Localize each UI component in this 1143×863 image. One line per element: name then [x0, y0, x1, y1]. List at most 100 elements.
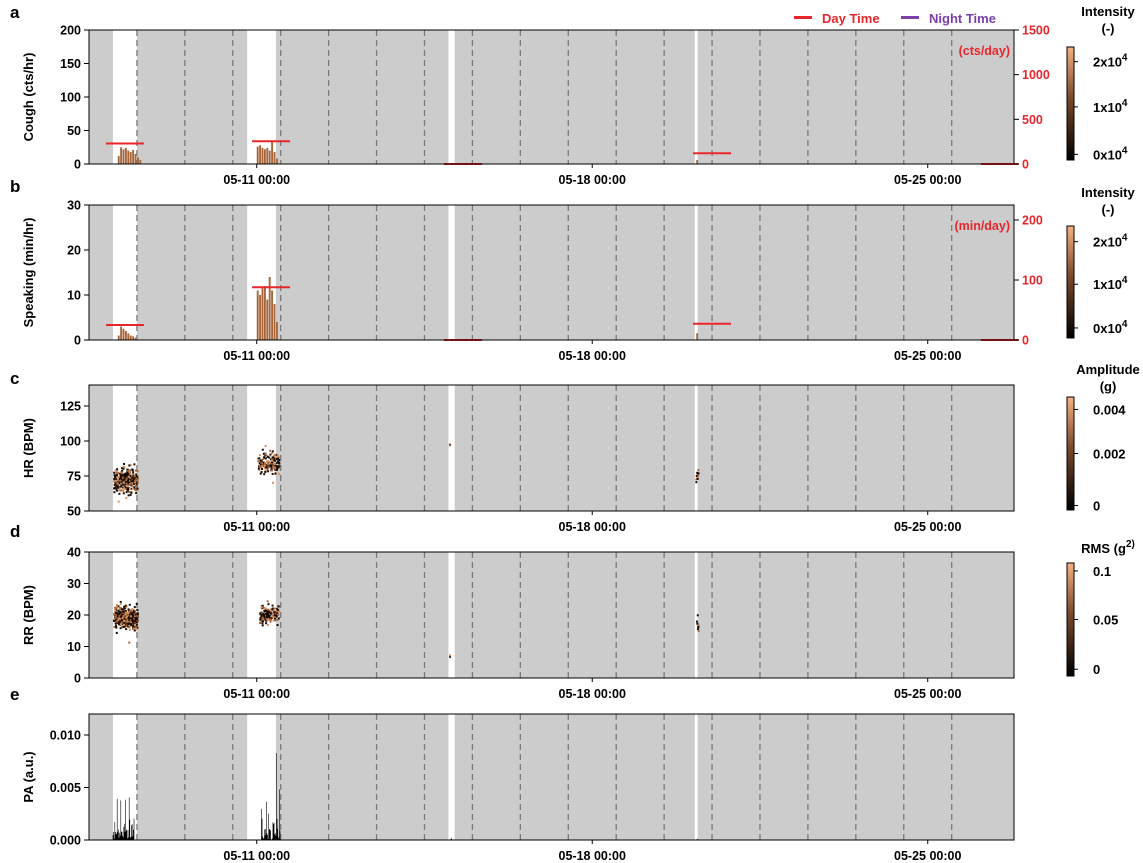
axes-frame [88, 713, 1015, 841]
scatter-point [126, 468, 129, 471]
scatter-point [135, 489, 138, 492]
scatter-point [129, 488, 132, 491]
scatter-point [120, 474, 123, 477]
scatter-point [125, 628, 128, 631]
colorbar [1066, 46, 1075, 161]
scatter-point [265, 616, 268, 619]
scatter-point [133, 475, 136, 478]
scatter-point [129, 616, 132, 619]
scatter-point [117, 479, 120, 482]
scatter-point [118, 472, 121, 475]
scatter-point [117, 500, 120, 503]
scatter-point [273, 459, 276, 462]
scatter-point [116, 485, 119, 488]
scatter-point [130, 619, 133, 622]
scatter-point [697, 468, 700, 471]
scatter-point [133, 629, 136, 632]
day-window [448, 30, 455, 164]
x-tick-label: 05-18 00:00 [559, 349, 626, 363]
scatter-point [126, 620, 129, 623]
scatter-point [267, 608, 270, 611]
scatter-point [113, 487, 116, 490]
scatter-point [260, 471, 263, 474]
scatter-point [267, 460, 270, 463]
scatter-point [127, 608, 130, 611]
scatter-point [268, 456, 271, 459]
scatter-point [124, 611, 127, 614]
scatter-point [257, 467, 260, 470]
scatter-point [136, 609, 139, 612]
scatter-point [277, 472, 280, 475]
x-tick-label: 05-25 00:00 [894, 349, 961, 363]
scatter-point [269, 609, 272, 612]
scatter-point [697, 623, 700, 626]
bar [129, 335, 132, 340]
bar [127, 150, 130, 164]
scatter-point [115, 469, 118, 472]
scatter-point [276, 624, 279, 627]
scatter-point [128, 622, 131, 625]
scatter-point [261, 606, 264, 609]
scatter-point [127, 487, 130, 490]
y-tick-label: 30 [67, 199, 81, 213]
scatter-point [134, 618, 137, 621]
scatter-point [135, 623, 138, 626]
y-tick-label: 20 [67, 609, 81, 623]
scatter-point [113, 626, 116, 629]
colorbar-title: (-) [1102, 21, 1115, 36]
colorbar-title: RMS (g2) [1081, 539, 1135, 556]
day-window [694, 385, 698, 511]
scatter-point [122, 467, 125, 470]
right-tick-label: 200 [1022, 214, 1043, 228]
scatter-point [113, 483, 116, 486]
bar [132, 149, 135, 164]
scatter-point [260, 606, 263, 609]
scatter-point [128, 612, 131, 615]
scatter-point [277, 605, 280, 608]
right-tick-label: 500 [1022, 113, 1043, 127]
scatter-point [113, 491, 116, 494]
day-window [694, 30, 698, 164]
scatter-point [135, 477, 138, 480]
scatter-point [259, 465, 262, 468]
scatter-point [126, 485, 129, 488]
scatter-point [121, 469, 124, 472]
day-window [448, 714, 455, 840]
scatter-point [261, 624, 264, 627]
scatter-point [120, 470, 123, 473]
scatter-point [123, 619, 126, 622]
scatter-point [119, 476, 122, 479]
scatter-point [264, 470, 267, 473]
scatter-point [129, 473, 132, 476]
colorbar-title: Intensity [1081, 185, 1135, 200]
scatter-point [123, 614, 126, 617]
right-axis-unit: (cts/day) [959, 44, 1010, 58]
colorbar-title: Amplitude [1076, 362, 1140, 377]
scatter-point [262, 612, 265, 615]
scatter-point [275, 461, 278, 464]
scatter-point [115, 484, 118, 487]
scatter-point [125, 605, 128, 608]
scatter-point [269, 620, 272, 623]
scatter-point [121, 476, 124, 479]
scatter-point [127, 475, 130, 478]
bar [127, 333, 130, 340]
bar [259, 295, 262, 340]
scatter-point [122, 617, 125, 620]
scatter-point [258, 454, 261, 457]
scatter-point [116, 489, 119, 492]
panel-letter-d: d [10, 522, 20, 541]
scatter-point [262, 617, 265, 620]
scatter-point [258, 468, 261, 471]
scatter-point [131, 618, 134, 621]
scatter-point [277, 611, 280, 614]
scatter-point [274, 468, 277, 471]
scatter-point [124, 483, 127, 486]
scatter-point [125, 497, 128, 500]
scatter-point [135, 626, 138, 629]
scatter-point [124, 472, 127, 475]
scatter-point [273, 607, 276, 610]
y-tick-label: 100 [60, 435, 81, 449]
bar [266, 147, 269, 164]
scatter-point [269, 458, 272, 461]
